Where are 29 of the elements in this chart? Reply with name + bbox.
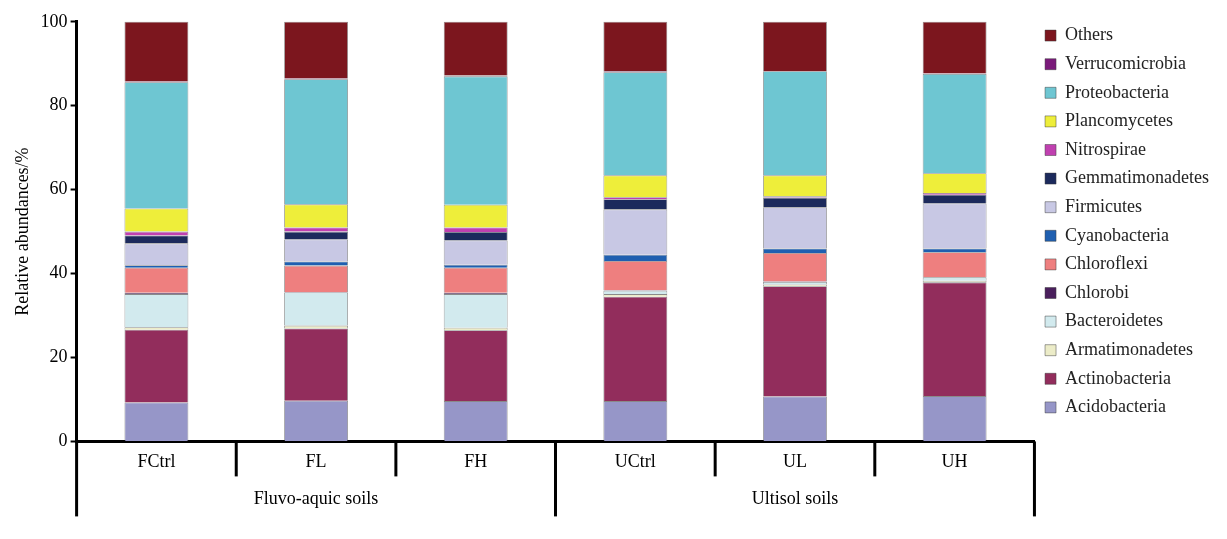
legend-label: Others — [1065, 24, 1114, 45]
legend-label: Actinobacteria — [1065, 367, 1171, 388]
y-tick-label: 0 — [58, 430, 68, 451]
x-tick-label: UH — [941, 450, 968, 471]
legend-label: Cyanobacteria — [1065, 224, 1169, 245]
x-tick-label: UCtrl — [614, 450, 656, 471]
y-tick-label: 60 — [49, 178, 68, 199]
legend-label: Chloroflexi — [1065, 253, 1149, 274]
legend-label: Acidobacteria — [1065, 396, 1166, 417]
legend-label: Nitrospirae — [1065, 138, 1147, 159]
x-tick-label: UL — [782, 450, 807, 471]
legend-label: Armatimonadetes — [1065, 338, 1194, 359]
legend-label: Firmicutes — [1065, 195, 1143, 216]
legend-label: Chlorobi — [1065, 281, 1130, 302]
y-tick-label: 40 — [49, 262, 68, 283]
text: Ultisol soils — [751, 488, 839, 509]
legend-label: Gemmatimonadetes — [1065, 167, 1210, 188]
legend-label: Plancomycetes — [1065, 110, 1174, 131]
legend-label: Verrucomicrobia — [1065, 52, 1186, 73]
y-axis-title: Relative abundances/% — [11, 147, 32, 316]
y-tick-label: 80 — [49, 94, 68, 115]
x-tick-label: FCtrl — [137, 450, 176, 471]
x-tick-label: FH — [464, 450, 488, 471]
y-tick-label: 20 — [49, 346, 68, 367]
legend-label: Bacteroidetes — [1065, 310, 1164, 331]
legend-label: Proteobacteria — [1065, 81, 1169, 102]
x-tick-label: FL — [305, 450, 327, 471]
text: Fluvo-aquic soils — [253, 488, 379, 509]
y-tick-label: 100 — [40, 10, 68, 31]
